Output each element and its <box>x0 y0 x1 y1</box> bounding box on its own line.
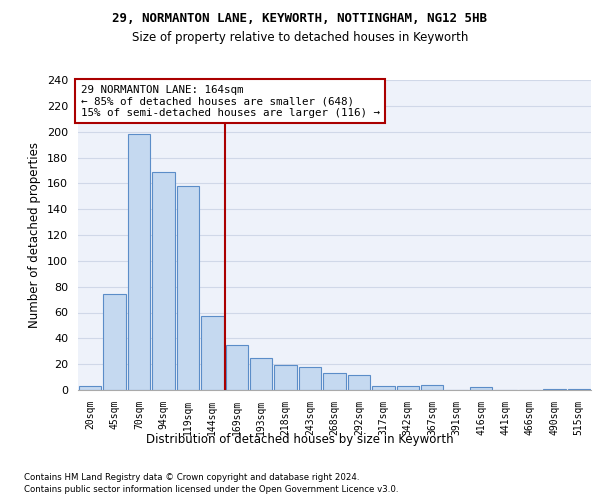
Bar <box>372 386 395 390</box>
Bar <box>128 134 151 390</box>
Bar <box>543 388 566 390</box>
Bar <box>347 374 370 390</box>
Y-axis label: Number of detached properties: Number of detached properties <box>28 142 41 328</box>
Bar <box>250 358 272 390</box>
Text: 29 NORMANTON LANE: 164sqm
← 85% of detached houses are smaller (648)
15% of semi: 29 NORMANTON LANE: 164sqm ← 85% of detac… <box>80 84 380 118</box>
Text: Size of property relative to detached houses in Keyworth: Size of property relative to detached ho… <box>132 31 468 44</box>
Bar <box>421 385 443 390</box>
Bar <box>79 386 101 390</box>
Text: Contains HM Land Registry data © Crown copyright and database right 2024.: Contains HM Land Registry data © Crown c… <box>24 472 359 482</box>
Text: 29, NORMANTON LANE, KEYWORTH, NOTTINGHAM, NG12 5HB: 29, NORMANTON LANE, KEYWORTH, NOTTINGHAM… <box>113 12 487 26</box>
Text: Contains public sector information licensed under the Open Government Licence v3: Contains public sector information licen… <box>24 485 398 494</box>
Bar <box>299 367 322 390</box>
Bar <box>397 386 419 390</box>
Bar <box>176 186 199 390</box>
Bar <box>152 172 175 390</box>
Bar <box>201 316 224 390</box>
Bar <box>470 388 493 390</box>
Bar <box>568 388 590 390</box>
Bar <box>274 366 297 390</box>
Bar <box>103 294 126 390</box>
Bar <box>323 373 346 390</box>
Bar <box>226 345 248 390</box>
Text: Distribution of detached houses by size in Keyworth: Distribution of detached houses by size … <box>146 432 454 446</box>
